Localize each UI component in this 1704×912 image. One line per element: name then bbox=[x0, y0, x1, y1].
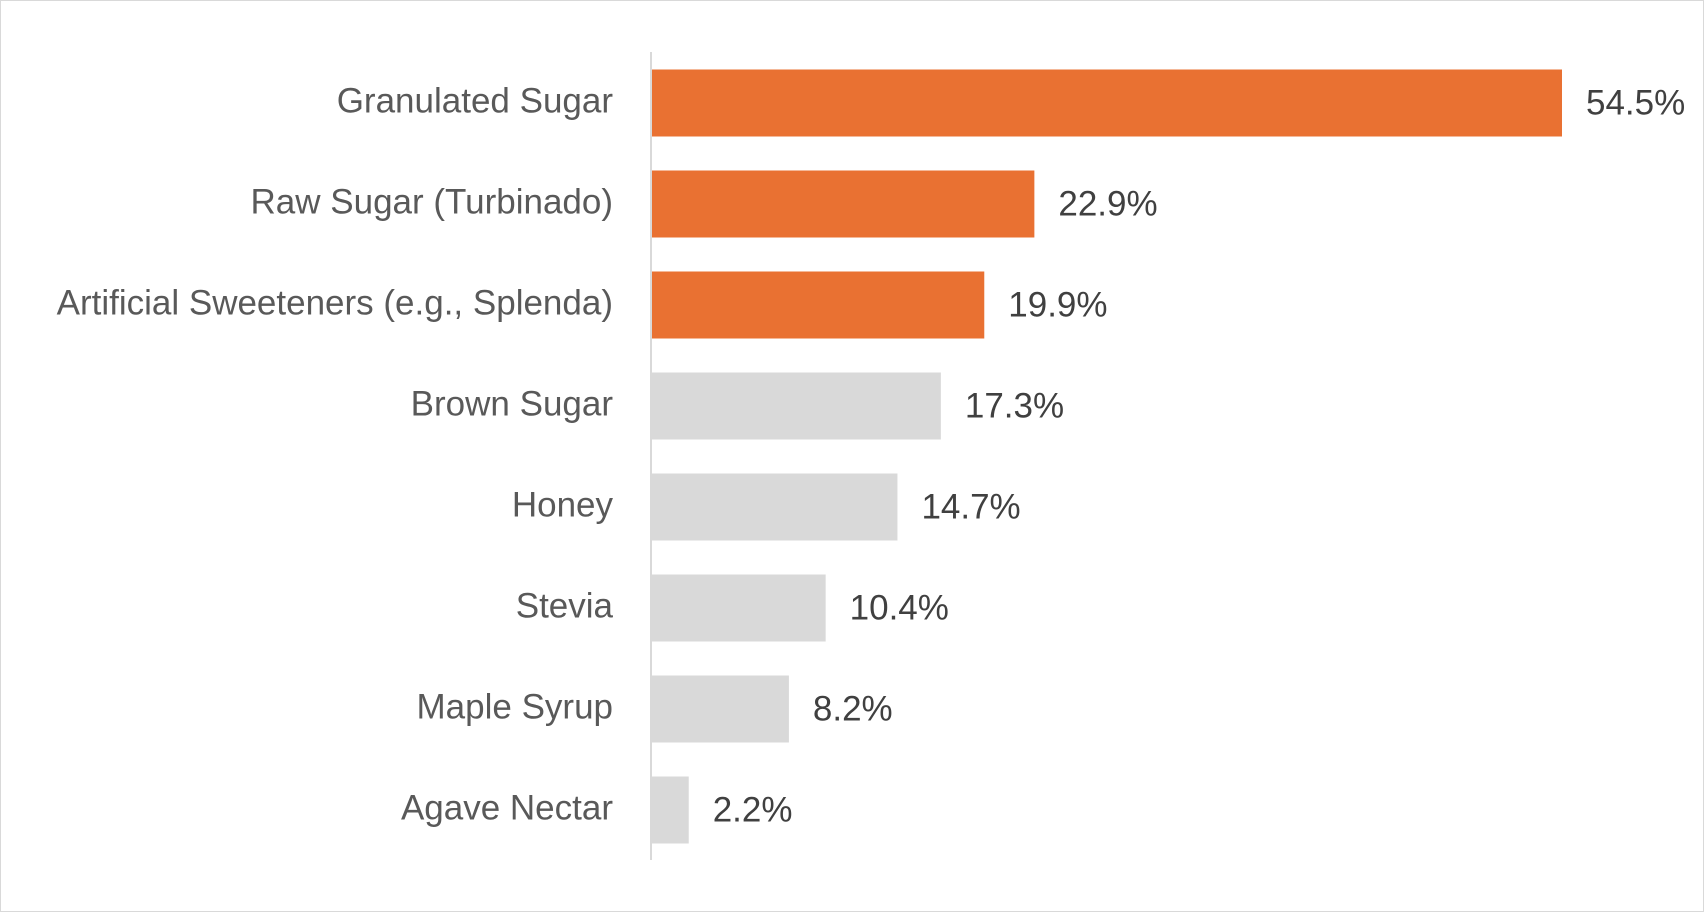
value-labels: 54.5% 22.9% 19.9% 17.3% 14.7% 10.4% 8.2% 2.2% bbox=[713, 83, 1686, 829]
category-label-2: Artificial Sweeteners (e.g., Splenda) bbox=[57, 283, 613, 322]
category-labels: Granulated Sugar Raw Sugar (Turbinado) Art… bbox=[57, 81, 614, 827]
bar-0 bbox=[652, 69, 1562, 137]
value-label-4: 14.7% bbox=[921, 487, 1020, 526]
category-label-7: Agave Nectar bbox=[401, 788, 613, 827]
value-label-6: 8.2% bbox=[813, 689, 893, 728]
category-label-1: Raw Sugar (Turbinado) bbox=[251, 182, 613, 221]
category-label-4: Honey bbox=[512, 485, 614, 524]
value-label-5: 10.4% bbox=[850, 588, 949, 627]
bar-1 bbox=[652, 170, 1035, 238]
bars-group bbox=[652, 69, 1562, 844]
bar-7 bbox=[652, 776, 689, 844]
value-label-2: 19.9% bbox=[1008, 285, 1107, 324]
bar-2 bbox=[652, 271, 985, 339]
value-label-7: 2.2% bbox=[713, 790, 793, 829]
bar-4 bbox=[652, 473, 898, 541]
category-label-0: Granulated Sugar bbox=[337, 81, 614, 120]
value-label-0: 54.5% bbox=[1586, 83, 1685, 122]
bar-5 bbox=[652, 574, 826, 642]
category-label-5: Stevia bbox=[516, 586, 614, 625]
value-label-3: 17.3% bbox=[965, 386, 1064, 425]
category-label-3: Brown Sugar bbox=[411, 384, 614, 423]
bar-6 bbox=[652, 675, 789, 743]
bar-3 bbox=[652, 372, 941, 440]
value-label-1: 22.9% bbox=[1058, 184, 1157, 223]
category-label-6: Maple Syrup bbox=[417, 687, 613, 726]
